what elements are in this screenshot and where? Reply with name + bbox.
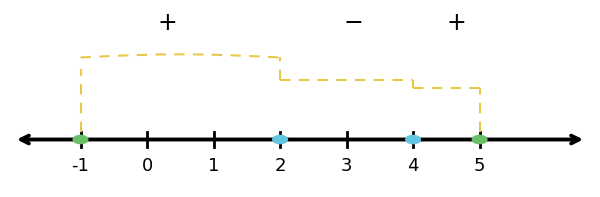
Text: 1: 1 — [208, 157, 219, 175]
Text: 5: 5 — [474, 157, 485, 175]
Ellipse shape — [73, 135, 88, 144]
Text: 2: 2 — [274, 157, 286, 175]
Text: -1: -1 — [71, 157, 89, 175]
Ellipse shape — [472, 135, 487, 144]
Text: 3: 3 — [341, 157, 352, 175]
Text: 4: 4 — [407, 157, 419, 175]
Ellipse shape — [406, 135, 421, 144]
Text: +: + — [446, 11, 466, 35]
Text: 0: 0 — [142, 157, 152, 175]
Ellipse shape — [273, 135, 287, 144]
Text: −: − — [343, 11, 363, 35]
Text: +: + — [157, 11, 177, 35]
